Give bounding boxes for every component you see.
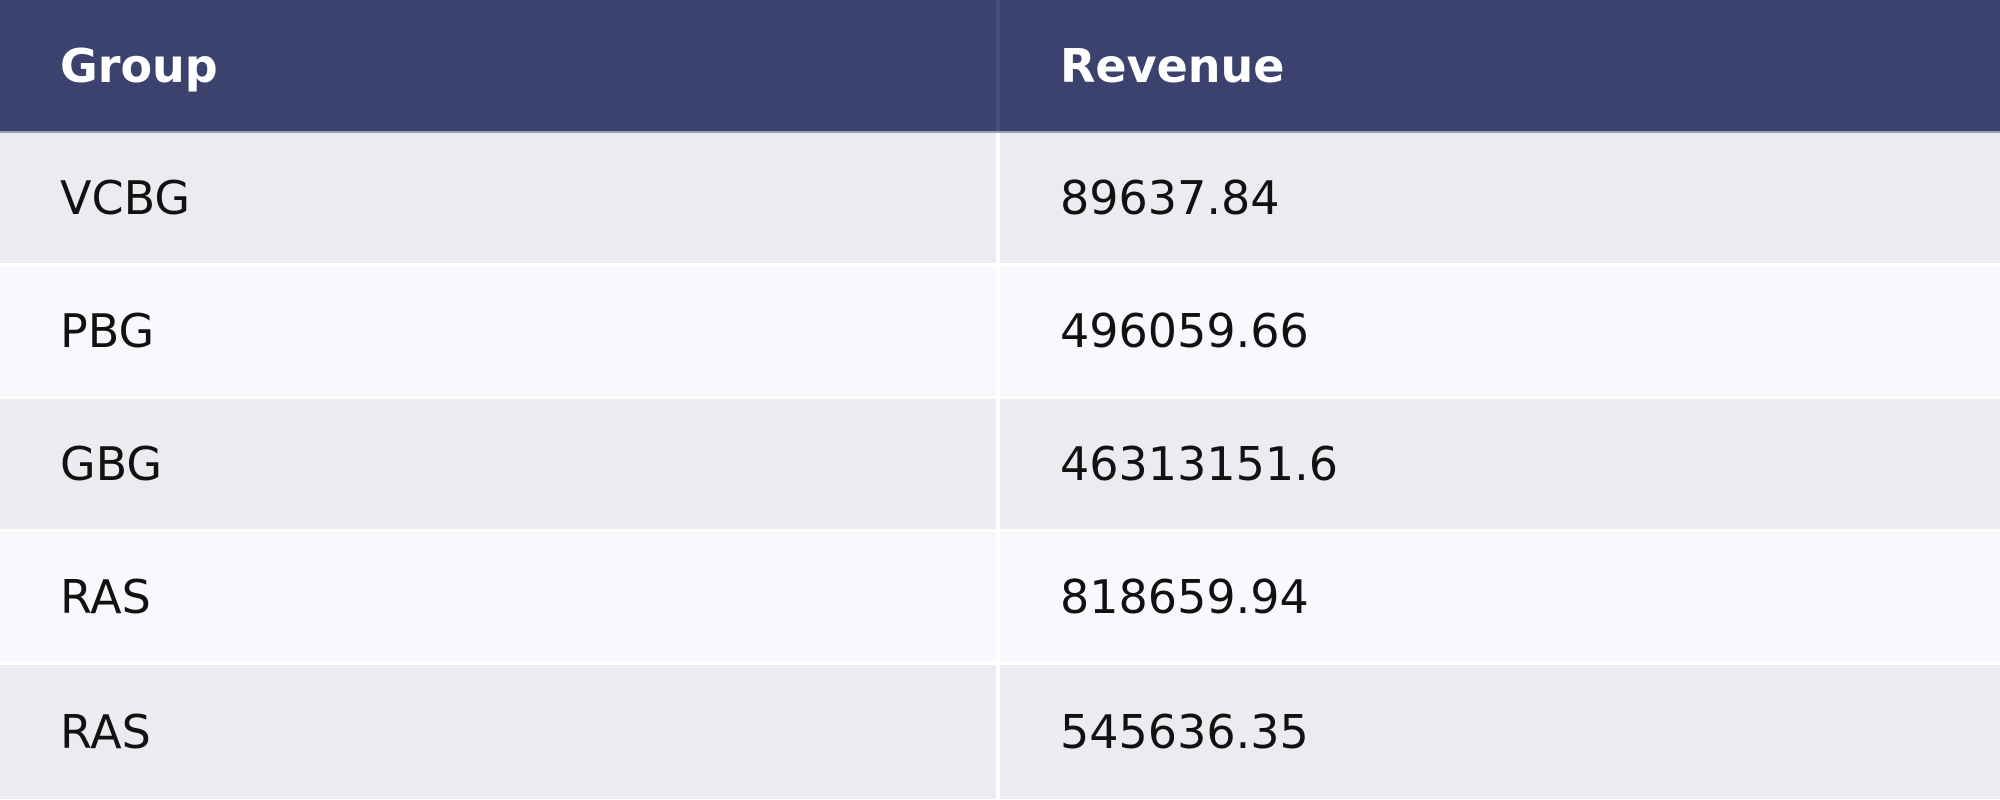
table-row: RAS 545636.35 xyxy=(0,665,2000,799)
table-row: GBG 46313151.6 xyxy=(0,399,2000,532)
revenue-cell: 496059.66 xyxy=(1060,304,1309,358)
table-row: RAS 818659.94 xyxy=(0,532,2000,665)
column-header-revenue[interactable]: Revenue xyxy=(1060,38,1285,93)
table-row: PBG 496059.66 xyxy=(0,266,2000,399)
table-header-row: Group Revenue xyxy=(0,0,2000,133)
group-cell: PBG xyxy=(0,266,1000,396)
revenue-cell: 818659.94 xyxy=(1060,570,1309,624)
table-row: VCBG 89637.84 xyxy=(0,133,2000,266)
revenue-cell: 545636.35 xyxy=(1060,705,1309,759)
revenue-cell: 89637.84 xyxy=(1060,171,1280,225)
group-cell: RAS xyxy=(0,532,1000,662)
group-cell: VCBG xyxy=(0,133,1000,263)
group-cell: RAS xyxy=(0,665,1000,799)
group-cell: GBG xyxy=(0,399,1000,529)
column-header-group[interactable]: Group xyxy=(0,0,1000,131)
revenue-cell: 46313151.6 xyxy=(1060,437,1339,491)
